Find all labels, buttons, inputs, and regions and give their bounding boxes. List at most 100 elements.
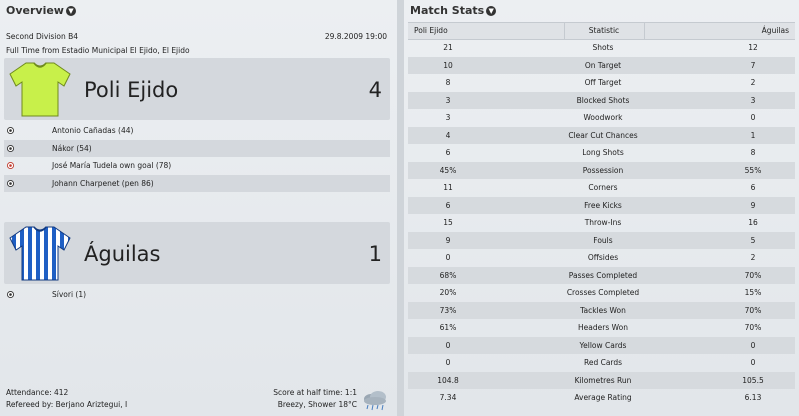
away-stat-value: 0: [750, 113, 756, 122]
stats-row: 0 Red Cards 0: [408, 354, 795, 372]
home-team-box: Poli Ejido 4: [4, 58, 390, 120]
stats-row: 11 Corners 6: [408, 179, 795, 197]
stats-row: 7.34 Average Rating 6.13: [408, 389, 795, 407]
header-statistic[interactable]: Statistic: [588, 26, 620, 35]
away-team-score: 1: [368, 242, 382, 266]
stat-label: Passes Completed: [568, 270, 638, 280]
football-icon: [7, 144, 14, 152]
stats-row: 104.8 Kilometres Run 105.5: [408, 371, 795, 389]
stats-row: 73% Tackles Won 70%: [408, 301, 795, 319]
overview-title-label: Overview: [6, 4, 64, 17]
away-stat-value: 1: [750, 130, 756, 140]
home-team-score: 4: [368, 78, 382, 102]
away-stat-value: 105.5: [742, 375, 764, 385]
away-stat-value: 7: [750, 60, 756, 70]
stats-row: 4 Clear Cut Chances 1: [408, 126, 795, 144]
stat-label: Corners: [588, 183, 618, 192]
stats-row: 0 Offsides 2: [408, 249, 795, 267]
stats-row: 0 Yellow Cards 0: [408, 336, 795, 354]
chevron-down-icon[interactable]: ▼: [65, 5, 76, 16]
home-stat-value: 3: [445, 113, 451, 122]
goal-event-row: Sívori (1): [4, 286, 390, 303]
referee-text[interactable]: Refereed by: Berjano Ariztegui, I: [6, 400, 128, 409]
own-goal-ball-icon: [7, 162, 14, 169]
away-team-box: Águilas 1: [4, 222, 390, 284]
stats-row: 6 Free Kicks 9: [408, 196, 795, 214]
stats-row: 61% Headers Won 70%: [408, 319, 795, 337]
match-stats-title-label: Match Stats: [410, 4, 485, 17]
stats-row: 45% Possession 55%: [408, 161, 795, 179]
goal-scorer[interactable]: Sívori (1): [52, 290, 87, 299]
home-stat-value: 11: [443, 183, 453, 192]
goal-scorer[interactable]: Antonio Cañadas (44): [52, 126, 134, 135]
home-stat-value: 8: [445, 78, 451, 87]
away-stat-value: 70%: [744, 270, 762, 280]
away-stat-value: 70%: [744, 323, 762, 332]
goal-event-row: Johann Charpenet (pen 86): [4, 174, 390, 192]
stat-label: Fouls: [593, 235, 613, 245]
football-icon: [7, 179, 14, 187]
home-stat-value: 0: [445, 340, 451, 350]
away-stat-value: 70%: [744, 305, 762, 315]
stat-label: On Target: [584, 60, 622, 70]
stats-row: 6 Long Shots 8: [408, 144, 795, 162]
venue-line: Full Time from Estadio Municipal El Ejid…: [6, 46, 190, 55]
away-shirt-icon: [9, 226, 71, 281]
away-team-name[interactable]: Águilas: [84, 242, 161, 266]
goal-scorer[interactable]: Nákor (54): [52, 143, 92, 153]
home-stat-value: 3: [445, 95, 451, 105]
away-stat-value: 0: [750, 358, 756, 367]
home-team-name[interactable]: Poli Ejido: [84, 78, 179, 102]
goal-scorer[interactable]: José María Tudela own goal (78): [52, 161, 172, 170]
home-stat-value: 73%: [439, 305, 457, 315]
away-stat-value: 55%: [744, 165, 762, 175]
stats-row: 10 On Target 7: [408, 56, 795, 74]
away-stat-value: 8: [750, 148, 756, 157]
goal-event-row: Antonio Cañadas (44): [4, 122, 390, 139]
away-stat-value: 6: [750, 183, 756, 192]
stat-label: Kilometres Run: [574, 375, 632, 385]
home-stat-value: 104.8: [437, 375, 459, 385]
away-stat-value: 5: [750, 235, 756, 245]
header-home-team[interactable]: Poli Ejido: [414, 26, 448, 35]
home-shirt-icon: [9, 62, 71, 117]
halftime-score: Score at half time: 1:1: [273, 388, 357, 397]
cloud-rain-icon: [364, 391, 386, 411]
chevron-down-icon[interactable]: ▼: [486, 5, 497, 16]
header-away-team[interactable]: Águilas: [761, 26, 789, 35]
goal-scorer[interactable]: Johann Charpenet (pen 86): [52, 178, 154, 188]
stat-label: Long Shots: [582, 148, 624, 157]
goal-event-row: Nákor (54): [4, 139, 390, 157]
match-datetime: 29.8.2009 19:00: [324, 32, 387, 41]
home-stat-value: 4: [445, 130, 451, 140]
weather-text: Breezy, Shower 18°C: [277, 400, 357, 409]
overview-title[interactable]: Overview ▼: [6, 4, 76, 17]
stat-label: Yellow Cards: [579, 340, 627, 350]
stats-row: 21 Shots 12: [408, 39, 795, 57]
stat-label: Offsides: [587, 253, 619, 262]
home-stat-value: 15: [443, 218, 453, 227]
match-stats-title[interactable]: Match Stats ▼: [410, 4, 497, 17]
home-stat-value: 45%: [439, 165, 457, 175]
header-divider: [564, 23, 565, 39]
home-stat-value: 9: [445, 235, 451, 245]
stat-label: Shots: [592, 43, 614, 52]
stat-label: Crosses Completed: [566, 288, 640, 297]
stats-row: 15 Throw-Ins 16: [408, 214, 795, 232]
away-stat-value: 6.13: [744, 393, 762, 402]
stat-label: Average Rating: [574, 393, 632, 402]
stat-label: Off Target: [584, 78, 622, 87]
away-stat-value: 15%: [744, 288, 762, 297]
home-stat-value: 6: [445, 148, 451, 157]
stat-label: Headers Won: [578, 323, 628, 332]
competition-label[interactable]: Second Division B4: [6, 32, 79, 41]
stat-label: Throw-Ins: [584, 218, 622, 227]
home-stat-value: 21: [443, 43, 453, 52]
away-stat-value: 3: [750, 95, 756, 105]
goal-event-row: José María Tudela own goal (78): [4, 157, 390, 174]
stat-label: Woodwork: [583, 113, 623, 122]
away-stat-value: 16: [748, 218, 758, 227]
home-stat-value: 20%: [439, 288, 457, 297]
stat-label: Free Kicks: [584, 200, 622, 210]
stat-label: Red Cards: [583, 358, 623, 367]
